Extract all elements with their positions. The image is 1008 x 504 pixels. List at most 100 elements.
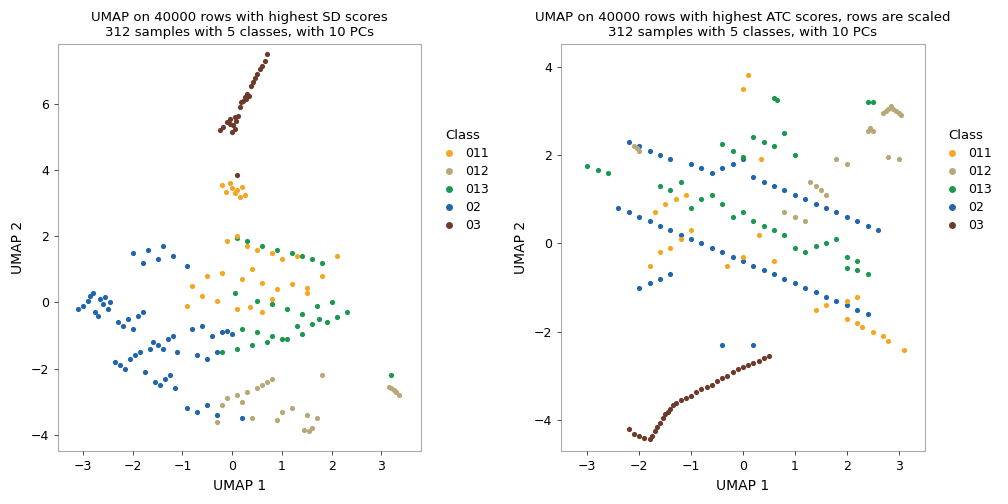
Point bbox=[303, 256, 320, 264]
Point bbox=[652, 151, 668, 159]
Point bbox=[849, 292, 865, 300]
Point bbox=[85, 288, 101, 296]
Point bbox=[641, 279, 657, 287]
Point bbox=[797, 248, 813, 257]
Point bbox=[817, 292, 834, 300]
Point bbox=[756, 138, 772, 146]
Point bbox=[95, 300, 111, 308]
Point bbox=[120, 315, 136, 323]
Point bbox=[652, 418, 668, 426]
Point bbox=[735, 253, 751, 261]
Point bbox=[149, 256, 165, 264]
Point bbox=[641, 217, 657, 225]
Point bbox=[807, 288, 824, 296]
Point bbox=[154, 242, 170, 250]
Point bbox=[254, 62, 270, 70]
Point bbox=[224, 184, 240, 193]
Point bbox=[870, 226, 886, 234]
Point bbox=[200, 272, 216, 280]
Point bbox=[683, 226, 700, 234]
Point bbox=[179, 404, 196, 412]
Point bbox=[298, 284, 314, 292]
Point bbox=[735, 85, 751, 93]
Point bbox=[222, 120, 238, 128]
Point bbox=[817, 301, 834, 309]
Point bbox=[817, 239, 834, 247]
Point bbox=[817, 191, 834, 199]
Point bbox=[860, 98, 876, 106]
Point bbox=[720, 262, 736, 270]
Point bbox=[694, 239, 710, 247]
Point bbox=[849, 266, 865, 274]
Point bbox=[802, 177, 818, 185]
Point bbox=[657, 200, 673, 208]
Point bbox=[249, 328, 265, 336]
Point bbox=[735, 155, 751, 163]
Point bbox=[662, 226, 678, 234]
Point bbox=[190, 408, 206, 416]
Point bbox=[860, 270, 876, 278]
Point bbox=[745, 359, 761, 367]
Point bbox=[90, 311, 106, 320]
Point bbox=[797, 217, 813, 225]
Point bbox=[621, 209, 637, 217]
Point bbox=[629, 144, 645, 152]
Point bbox=[787, 191, 803, 199]
Point bbox=[647, 427, 663, 435]
Point bbox=[725, 147, 741, 155]
Point bbox=[117, 364, 133, 372]
Point bbox=[797, 195, 813, 203]
Point bbox=[662, 270, 678, 278]
Point bbox=[232, 193, 248, 201]
Point bbox=[725, 368, 741, 376]
Point bbox=[298, 288, 314, 296]
Point bbox=[880, 153, 896, 161]
Point bbox=[672, 230, 688, 238]
Point bbox=[745, 133, 761, 141]
Point bbox=[641, 435, 657, 443]
Point bbox=[241, 92, 257, 100]
Point bbox=[329, 252, 345, 260]
Point bbox=[184, 282, 201, 290]
Point bbox=[665, 401, 681, 409]
Point bbox=[766, 270, 782, 278]
Point bbox=[227, 190, 243, 198]
Point bbox=[245, 79, 261, 87]
Point bbox=[98, 293, 114, 301]
Point bbox=[229, 391, 245, 399]
Point bbox=[234, 414, 250, 422]
Point bbox=[626, 142, 642, 150]
Point bbox=[152, 381, 168, 389]
Point bbox=[264, 332, 280, 340]
Point bbox=[885, 104, 901, 112]
Point bbox=[761, 352, 777, 360]
Point bbox=[122, 355, 138, 363]
Point bbox=[274, 408, 290, 416]
Point bbox=[269, 416, 285, 424]
Point bbox=[641, 262, 657, 270]
Point bbox=[214, 328, 230, 336]
Point bbox=[849, 257, 865, 265]
Point bbox=[238, 95, 254, 103]
Point bbox=[751, 357, 767, 365]
Point bbox=[130, 311, 146, 320]
Point bbox=[224, 128, 240, 136]
Point bbox=[313, 259, 330, 267]
Point bbox=[649, 423, 665, 431]
Point bbox=[147, 378, 163, 386]
Point bbox=[279, 305, 295, 313]
Point bbox=[714, 164, 730, 172]
Point bbox=[259, 50, 275, 58]
Point bbox=[164, 252, 180, 260]
Point bbox=[284, 249, 300, 257]
Point bbox=[229, 345, 245, 353]
Point bbox=[210, 417, 226, 425]
Point bbox=[313, 371, 330, 379]
Point bbox=[383, 371, 399, 379]
Point bbox=[865, 98, 881, 106]
Point bbox=[662, 405, 678, 413]
Point bbox=[227, 125, 243, 133]
Point bbox=[875, 332, 891, 340]
Point bbox=[659, 407, 675, 415]
Point bbox=[232, 103, 248, 111]
